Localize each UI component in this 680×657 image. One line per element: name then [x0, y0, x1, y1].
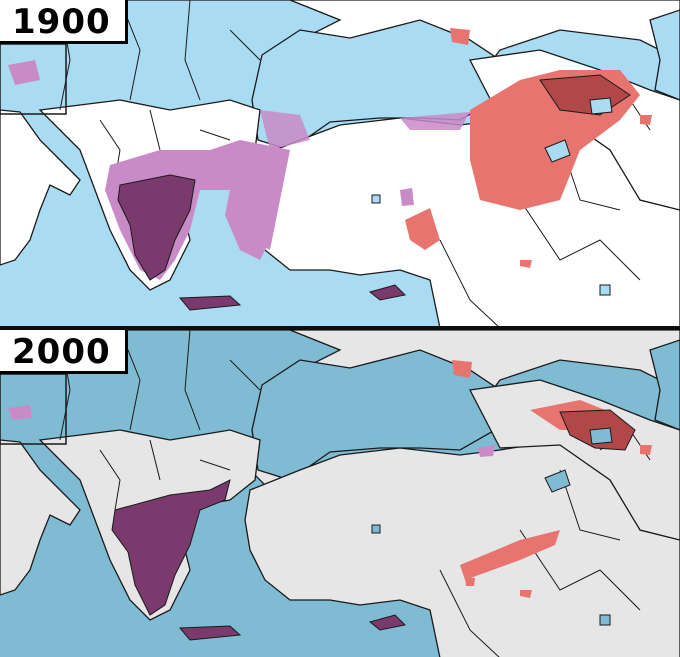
armenian-dot-2	[520, 260, 532, 268]
map-1900-panel: 1900	[0, 0, 680, 328]
greek-cyprus	[368, 284, 407, 301]
inset-box	[0, 43, 67, 115]
greek-dark-region	[117, 174, 196, 281]
caspian-sea	[649, 339, 680, 431]
greek-small-blob	[400, 188, 414, 206]
greek-cyprus	[368, 614, 407, 631]
greek-black-sea-coast	[260, 110, 310, 150]
inset-box	[0, 373, 67, 445]
greek-crete	[178, 625, 242, 641]
armenian-cilicia	[405, 208, 440, 250]
map-2000-panel: 2000	[0, 330, 680, 657]
armenian-syria-band	[460, 530, 560, 580]
greek-venice-blob	[8, 405, 32, 420]
black-sea	[251, 349, 501, 481]
greek-pontic-coast	[400, 112, 470, 130]
year-label: 1900	[0, 0, 128, 44]
armenian-area	[452, 360, 652, 598]
caspian-sea	[649, 9, 680, 101]
lakes	[371, 97, 613, 296]
armenian-dot-4	[465, 578, 475, 586]
armenian-dot-3	[640, 115, 652, 125]
map-2000	[0, 330, 680, 657]
greek-venice-blob	[8, 60, 40, 85]
panel-divider	[0, 326, 680, 332]
greek-area	[8, 405, 495, 641]
land-italy	[0, 439, 81, 596]
greek-west-anatolia	[235, 140, 290, 250]
armenian-dot-2	[520, 590, 532, 598]
land-italy	[0, 109, 81, 266]
armenian-coast-dot	[452, 360, 472, 378]
greek-dark-region	[111, 479, 231, 616]
map-1900	[0, 0, 680, 328]
greek-crete	[178, 295, 242, 311]
lakes	[371, 427, 613, 626]
land-caucasus	[469, 379, 680, 541]
armenian-coast-dot	[450, 28, 470, 45]
greek-pontic-blob	[478, 445, 495, 457]
year-label: 2000	[0, 330, 128, 374]
armenian-dot-3	[640, 445, 652, 455]
greek-area	[8, 60, 470, 311]
land-anatolia	[244, 439, 680, 657]
